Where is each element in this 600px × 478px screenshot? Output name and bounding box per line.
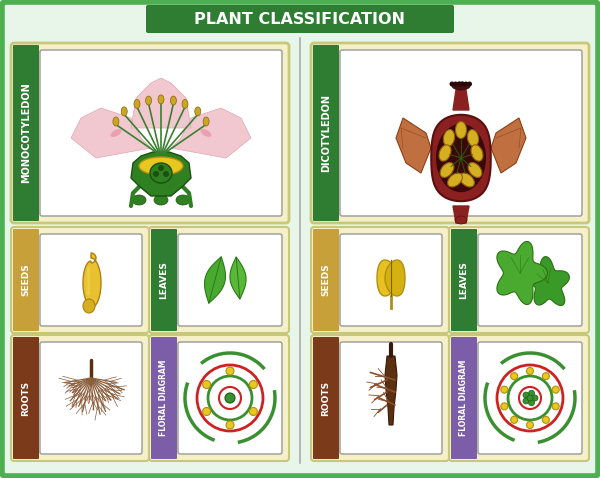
Circle shape	[527, 395, 533, 401]
FancyBboxPatch shape	[40, 342, 142, 454]
Circle shape	[527, 368, 533, 374]
Circle shape	[226, 367, 234, 375]
Text: FLORAL DIAGRAM: FLORAL DIAGRAM	[460, 360, 469, 436]
FancyBboxPatch shape	[40, 50, 282, 216]
FancyBboxPatch shape	[146, 5, 454, 33]
Ellipse shape	[448, 173, 463, 187]
Ellipse shape	[150, 163, 172, 183]
Circle shape	[542, 373, 550, 380]
Polygon shape	[377, 260, 397, 296]
Circle shape	[250, 408, 257, 415]
Polygon shape	[491, 118, 526, 173]
FancyBboxPatch shape	[151, 337, 177, 459]
Circle shape	[158, 165, 164, 171]
Ellipse shape	[154, 195, 168, 205]
Circle shape	[523, 392, 529, 398]
Polygon shape	[131, 152, 191, 196]
FancyBboxPatch shape	[13, 45, 39, 221]
Ellipse shape	[110, 129, 121, 137]
Polygon shape	[385, 356, 397, 425]
FancyBboxPatch shape	[11, 227, 149, 333]
Circle shape	[464, 82, 469, 87]
Circle shape	[532, 395, 538, 401]
Ellipse shape	[170, 96, 176, 105]
FancyBboxPatch shape	[311, 43, 589, 223]
FancyBboxPatch shape	[11, 43, 289, 223]
Ellipse shape	[471, 145, 483, 161]
Circle shape	[457, 82, 461, 87]
Polygon shape	[396, 118, 431, 173]
Ellipse shape	[439, 145, 451, 161]
FancyBboxPatch shape	[311, 227, 449, 333]
Circle shape	[523, 398, 529, 404]
Polygon shape	[436, 124, 486, 192]
Ellipse shape	[195, 107, 201, 116]
Polygon shape	[83, 253, 101, 308]
Circle shape	[203, 408, 211, 415]
Polygon shape	[453, 206, 469, 223]
FancyBboxPatch shape	[478, 342, 582, 454]
FancyBboxPatch shape	[340, 50, 582, 216]
Text: ROOTS: ROOTS	[22, 380, 31, 415]
Text: LEAVES: LEAVES	[160, 261, 169, 299]
Text: DICOTYLEDON: DICOTYLEDON	[321, 94, 331, 172]
Circle shape	[203, 380, 211, 389]
Ellipse shape	[200, 129, 211, 137]
FancyBboxPatch shape	[149, 227, 289, 333]
Ellipse shape	[455, 216, 467, 224]
FancyBboxPatch shape	[178, 342, 282, 454]
Ellipse shape	[146, 96, 152, 105]
FancyBboxPatch shape	[13, 337, 39, 459]
Polygon shape	[453, 90, 469, 110]
Ellipse shape	[176, 195, 190, 205]
Circle shape	[467, 82, 472, 87]
Circle shape	[153, 171, 159, 177]
Text: FLORAL DIAGRAM: FLORAL DIAGRAM	[160, 360, 169, 436]
Ellipse shape	[443, 130, 455, 146]
Ellipse shape	[83, 299, 95, 313]
FancyBboxPatch shape	[151, 229, 177, 331]
Circle shape	[225, 393, 235, 403]
Ellipse shape	[113, 117, 119, 126]
Ellipse shape	[132, 195, 146, 205]
Polygon shape	[230, 257, 246, 299]
FancyBboxPatch shape	[313, 229, 339, 331]
Circle shape	[226, 421, 234, 429]
Circle shape	[529, 390, 535, 396]
Ellipse shape	[182, 99, 188, 109]
FancyBboxPatch shape	[449, 335, 589, 461]
Polygon shape	[131, 78, 191, 128]
Circle shape	[449, 82, 455, 87]
FancyBboxPatch shape	[340, 234, 442, 326]
Circle shape	[527, 422, 533, 428]
Circle shape	[460, 82, 465, 87]
Circle shape	[501, 403, 508, 410]
Text: PLANT CLASSIFICATION: PLANT CLASSIFICATION	[194, 11, 406, 26]
Circle shape	[529, 400, 535, 406]
Ellipse shape	[460, 173, 475, 187]
Circle shape	[163, 171, 169, 177]
Polygon shape	[205, 257, 226, 303]
Text: LEAVES: LEAVES	[460, 261, 469, 299]
FancyBboxPatch shape	[451, 337, 477, 459]
FancyBboxPatch shape	[478, 234, 582, 326]
Ellipse shape	[452, 82, 470, 90]
Ellipse shape	[467, 130, 479, 146]
FancyBboxPatch shape	[311, 335, 449, 461]
Ellipse shape	[203, 117, 209, 126]
Polygon shape	[526, 257, 569, 305]
Ellipse shape	[121, 107, 127, 116]
FancyBboxPatch shape	[13, 229, 39, 331]
Ellipse shape	[455, 121, 467, 139]
FancyBboxPatch shape	[449, 227, 589, 333]
Circle shape	[453, 82, 458, 87]
Polygon shape	[71, 108, 151, 158]
Circle shape	[552, 386, 559, 393]
FancyBboxPatch shape	[11, 335, 149, 461]
Ellipse shape	[468, 163, 482, 177]
Text: SEEDS: SEEDS	[322, 264, 331, 296]
FancyBboxPatch shape	[40, 234, 142, 326]
Polygon shape	[171, 108, 251, 158]
Text: SEEDS: SEEDS	[22, 264, 31, 296]
